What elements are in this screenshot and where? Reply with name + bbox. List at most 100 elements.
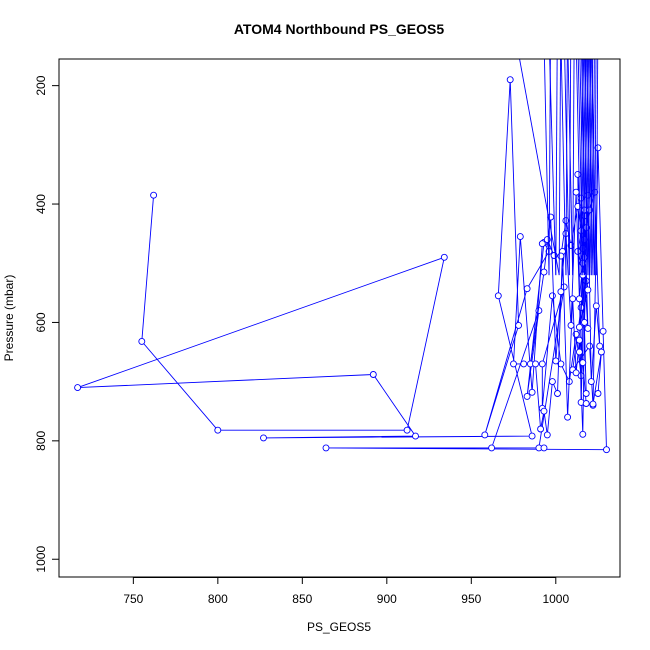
data-point bbox=[548, 292, 556, 300]
data-point bbox=[603, 446, 610, 454]
data-point bbox=[581, 318, 588, 326]
x-tick-label: 750 bbox=[123, 592, 143, 606]
data-point bbox=[260, 434, 267, 442]
data-point bbox=[412, 432, 419, 440]
x-tick-label: 950 bbox=[461, 592, 481, 606]
data-point bbox=[440, 253, 448, 261]
data-point bbox=[138, 337, 146, 345]
data-point bbox=[510, 360, 517, 368]
data-point bbox=[520, 360, 528, 368]
data-point bbox=[575, 295, 583, 303]
y-tick-label: 1000 bbox=[34, 546, 48, 573]
data-point bbox=[548, 378, 556, 386]
data-point bbox=[569, 295, 577, 303]
y-tick-label: 600 bbox=[34, 312, 48, 332]
series-spike bbox=[519, 59, 560, 276]
series-spike bbox=[544, 59, 550, 276]
y-tick-label: 200 bbox=[34, 75, 48, 95]
series-spike bbox=[579, 59, 585, 276]
series-spike bbox=[572, 59, 575, 276]
series-spike bbox=[576, 59, 582, 276]
data-point bbox=[506, 76, 514, 84]
data-point bbox=[592, 302, 600, 310]
data-point bbox=[584, 286, 592, 294]
data-point bbox=[587, 378, 595, 386]
data-point bbox=[572, 188, 580, 196]
data-point bbox=[538, 360, 546, 368]
series-spike bbox=[589, 59, 596, 276]
x-tick-label: 1000 bbox=[542, 592, 569, 606]
series-spike bbox=[587, 59, 594, 276]
series-spike bbox=[567, 59, 574, 276]
data-point bbox=[597, 348, 605, 356]
x-tick-label: 900 bbox=[377, 592, 397, 606]
data-point bbox=[594, 390, 602, 397]
data-point bbox=[322, 444, 330, 452]
data-point bbox=[557, 288, 565, 296]
y-tick-label: 800 bbox=[34, 431, 48, 451]
data-point bbox=[540, 268, 548, 276]
series-layer bbox=[74, 59, 610, 454]
data-point bbox=[74, 384, 82, 392]
data-point bbox=[481, 431, 489, 439]
y-tick-label: 400 bbox=[34, 194, 48, 214]
data-point bbox=[528, 432, 536, 440]
series-spike bbox=[558, 59, 561, 276]
data-point bbox=[579, 359, 587, 367]
data-point bbox=[552, 357, 560, 365]
series-spike bbox=[549, 59, 557, 276]
series-spike bbox=[564, 59, 570, 276]
series-spike bbox=[581, 59, 587, 276]
data-point bbox=[543, 431, 551, 439]
series-spike bbox=[591, 59, 597, 276]
data-point bbox=[369, 371, 377, 378]
data-point bbox=[575, 348, 583, 356]
data-point bbox=[582, 390, 590, 397]
data-point bbox=[572, 369, 580, 377]
data-point bbox=[488, 444, 496, 452]
y-axis: 200 400 600 800 1000 bbox=[34, 75, 59, 573]
data-point bbox=[575, 323, 583, 331]
data-point bbox=[532, 360, 539, 368]
data-point bbox=[564, 413, 572, 421]
data-point bbox=[540, 407, 548, 415]
data-point bbox=[494, 292, 502, 300]
data-point bbox=[557, 252, 565, 260]
data-point bbox=[523, 285, 531, 293]
y-axis-label: Pressure (mbar) bbox=[2, 275, 16, 362]
x-axis-label: PS_GEOS5 bbox=[307, 620, 371, 634]
series-spike bbox=[595, 59, 599, 276]
data-point bbox=[586, 342, 594, 350]
data-point bbox=[538, 240, 546, 248]
data-point bbox=[540, 444, 548, 452]
series-spike bbox=[584, 59, 591, 276]
series-spike bbox=[555, 59, 558, 276]
series-spike bbox=[560, 59, 567, 276]
data-point bbox=[403, 426, 411, 434]
x-tick-label: 800 bbox=[208, 592, 228, 606]
data-point bbox=[582, 400, 590, 407]
data-point bbox=[537, 425, 545, 433]
series-spike bbox=[582, 59, 589, 276]
data-point bbox=[214, 426, 222, 434]
data-point bbox=[515, 321, 523, 329]
data-point bbox=[523, 392, 531, 400]
x-axis: 750 800 850 900 950 1000 bbox=[123, 577, 569, 606]
data-point bbox=[599, 327, 607, 335]
data-point bbox=[589, 400, 597, 408]
plot-frame bbox=[58, 58, 621, 578]
data-point bbox=[557, 360, 565, 368]
data-point bbox=[579, 430, 587, 438]
x-tick-label: 850 bbox=[292, 592, 312, 606]
data-point bbox=[567, 321, 575, 329]
data-point bbox=[516, 233, 524, 241]
data-point bbox=[575, 336, 583, 344]
data-point bbox=[554, 390, 561, 397]
data-point bbox=[528, 388, 536, 396]
data-point bbox=[150, 191, 158, 199]
series-spike bbox=[594, 59, 597, 276]
series-spike bbox=[577, 59, 584, 276]
chart-title: ATOM4 Northbound PS_GEOS5 bbox=[234, 21, 444, 37]
series-spike bbox=[586, 59, 592, 276]
